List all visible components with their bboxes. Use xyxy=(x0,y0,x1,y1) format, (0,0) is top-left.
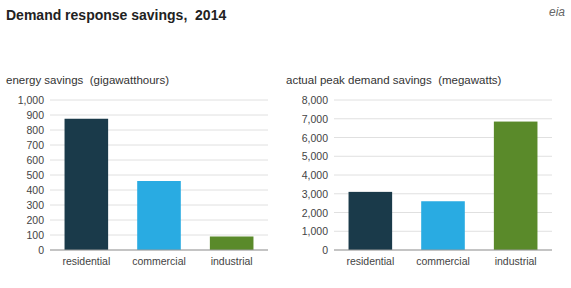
category-label: industrial xyxy=(495,255,537,267)
bars xyxy=(349,122,538,250)
bars xyxy=(65,119,254,250)
tick-label: 3,000 xyxy=(302,188,328,200)
tick-label: 400 xyxy=(26,184,44,196)
tick-label: 600 xyxy=(26,154,44,166)
y-axis: 0 100 200 300 400 500 600 700 800 900 1,000 xyxy=(18,94,268,256)
category-label: commercial xyxy=(132,255,186,267)
category-label: residential xyxy=(346,255,394,267)
bar xyxy=(65,119,109,250)
tick-label: 7,000 xyxy=(302,113,328,125)
grid-line xyxy=(50,115,268,116)
category-label: residential xyxy=(62,255,110,267)
y-axis: 0 1,000 2,000 3,000 4,000 5,000 6,000 7,000 8,00… xyxy=(302,94,552,256)
tick-label: 2,000 xyxy=(302,207,328,219)
category-label: industrial xyxy=(211,255,253,267)
grid-line xyxy=(50,250,268,251)
tick-label: 500 xyxy=(26,169,44,181)
annotation: eia xyxy=(549,5,565,19)
grid-line xyxy=(334,250,552,251)
bar xyxy=(349,192,393,250)
category-label: commercial xyxy=(416,255,470,267)
bar xyxy=(421,201,465,250)
grid-line xyxy=(334,100,552,101)
tick-label: 200 xyxy=(26,214,44,226)
title: Demand response savings, 2014 xyxy=(6,7,226,23)
tick-label: 100 xyxy=(26,229,44,241)
subtitle: actual peak demand savings (megawatts) xyxy=(286,74,502,86)
bar xyxy=(494,122,538,250)
tick-label: 900 xyxy=(26,109,44,121)
x-axis-line xyxy=(50,250,268,251)
grid-line xyxy=(50,100,268,101)
tick-label: 1,000 xyxy=(18,94,44,106)
bar xyxy=(210,237,254,251)
tick-label: 5,000 xyxy=(302,150,328,162)
tick-label: 4,000 xyxy=(302,169,328,181)
x-axis-line xyxy=(334,250,552,251)
tick-label: 300 xyxy=(26,199,44,211)
bar xyxy=(137,181,181,250)
chart-root: Demand response savings, 2014 eia energy s… xyxy=(0,0,571,288)
tick-label: 8,000 xyxy=(302,94,328,106)
tick-label: 1,000 xyxy=(302,225,328,237)
tick-label: 700 xyxy=(26,139,44,151)
tick-label: 0 xyxy=(38,244,44,256)
tick-label: 800 xyxy=(26,124,44,136)
tick-label: 0 xyxy=(322,244,328,256)
grid-line xyxy=(334,118,552,119)
subtitle: energy savings (gigawatthours) xyxy=(6,74,169,86)
tick-label: 6,000 xyxy=(302,132,328,144)
